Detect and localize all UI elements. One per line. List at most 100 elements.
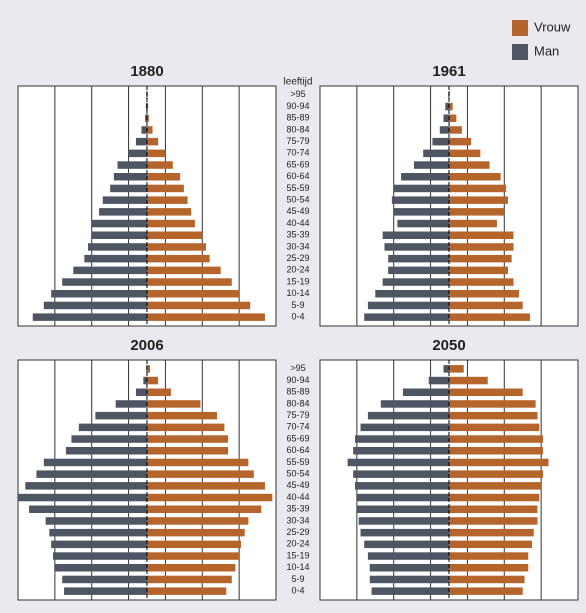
bar (449, 184, 507, 193)
bar (18, 493, 147, 502)
bar (449, 470, 543, 478)
bar (449, 587, 523, 595)
bar (449, 126, 462, 134)
bar (147, 505, 262, 513)
bar (54, 564, 147, 572)
bar (117, 161, 147, 169)
age-label: 5-9 (291, 300, 304, 310)
bar (449, 102, 453, 111)
legend-label: Man (534, 43, 559, 58)
age-label: 55-59 (286, 183, 309, 193)
bar (358, 517, 449, 525)
bar (449, 231, 514, 239)
bar (147, 173, 181, 181)
bar (449, 564, 529, 572)
age-label: 75-79 (286, 136, 309, 146)
bar (347, 458, 449, 467)
bar (71, 435, 147, 443)
bar (367, 301, 449, 310)
bar (449, 137, 472, 146)
bar (449, 301, 523, 310)
bar (147, 290, 240, 298)
age-label: 10-14 (286, 288, 309, 298)
bar (147, 388, 171, 396)
bar (449, 528, 534, 537)
bar (445, 102, 449, 111)
bar (355, 435, 449, 443)
bar (141, 126, 147, 134)
bar (147, 243, 206, 251)
bar (449, 552, 529, 560)
bar (449, 575, 525, 584)
bar (449, 435, 543, 443)
bar (439, 126, 449, 134)
bar (449, 365, 464, 373)
bar (51, 540, 147, 549)
age-label: 45-49 (286, 480, 309, 490)
panel-title: 2050 (432, 337, 465, 354)
bar (95, 411, 147, 420)
bar (449, 208, 505, 216)
bar (367, 552, 449, 560)
bar (449, 161, 490, 169)
age-label: 35-39 (286, 504, 309, 514)
bar (88, 243, 147, 251)
age-label: 45-49 (286, 206, 309, 216)
bar (364, 540, 449, 549)
bar (382, 231, 449, 239)
age-label: 90-94 (286, 101, 309, 111)
bar (115, 400, 147, 408)
bar (384, 243, 449, 251)
bar (43, 458, 147, 467)
bar (36, 470, 147, 478)
age-label: 5-9 (291, 574, 304, 584)
bar (432, 137, 449, 146)
age-label: 75-79 (286, 410, 309, 420)
bar (147, 219, 195, 228)
age-label: 25-29 (286, 527, 309, 537)
bar (147, 114, 149, 122)
bar (393, 208, 449, 216)
age-label: 40-44 (286, 492, 309, 502)
bar (423, 149, 449, 158)
bar (449, 400, 536, 408)
bar (147, 102, 149, 111)
age-axis-label: leeftijd (284, 77, 313, 88)
panel-title: 2006 (130, 337, 163, 354)
bar (449, 447, 543, 455)
bar (449, 493, 540, 502)
bar (147, 301, 251, 310)
bar (147, 587, 227, 595)
bar (145, 114, 147, 122)
age-label: 65-69 (286, 159, 309, 169)
bar (443, 114, 449, 122)
bar (147, 435, 229, 443)
bar (449, 173, 501, 181)
bar (449, 243, 514, 251)
age-label: 20-24 (286, 539, 309, 549)
age-label: >95 (290, 89, 305, 99)
bar (401, 173, 449, 181)
bar (449, 505, 538, 513)
bar (102, 196, 147, 204)
age-label: 35-39 (286, 230, 309, 240)
bar (62, 575, 147, 584)
bar (147, 517, 249, 525)
bar (402, 388, 449, 396)
bar (367, 411, 449, 420)
age-label: 60-64 (286, 171, 309, 181)
bar (147, 161, 173, 169)
bar (369, 575, 449, 584)
bar (371, 587, 449, 595)
bar (147, 231, 203, 239)
age-label: 20-24 (286, 265, 309, 275)
bar (65, 447, 147, 455)
bar (147, 365, 150, 373)
bar (62, 278, 147, 286)
bar (449, 388, 523, 396)
bar (380, 400, 449, 408)
bar (353, 447, 449, 455)
bar (449, 114, 457, 122)
age-label: 0-4 (291, 312, 304, 322)
